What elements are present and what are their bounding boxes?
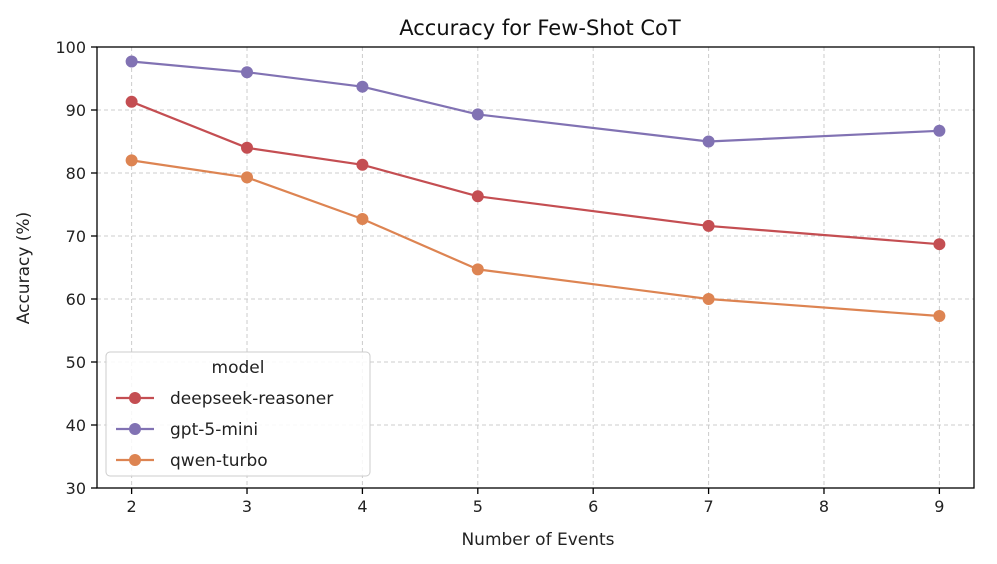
data-point [356,80,369,93]
legend-box [105,351,371,477]
legend-title: model [212,358,265,378]
x-tick-label: 7 [703,497,713,516]
legend-label: deepseek-reasoner [170,389,333,409]
series-line-gpt-5-mini [130,60,941,143]
legend-marker [129,392,141,404]
x-tick-label: 5 [473,497,483,516]
legend-entries: deepseek-reasoner gpt-5-mini qwen-turbo [116,389,333,471]
data-point [471,263,484,276]
legend-entry-gpt-5-mini: gpt-5-mini [116,420,258,440]
series-line-deepseek-reasoner [130,100,941,246]
y-tick-label: 100 [55,38,86,57]
data-point [125,95,138,108]
y-tick-label: 50 [66,353,86,372]
y-tick-label: 90 [66,101,86,120]
legend-entry-deepseek-reasoner: deepseek-reasoner [116,389,333,409]
x-tick-label: 3 [242,497,252,516]
data-point [933,310,946,323]
chart-title: Accuracy for Few-Shot CoT [399,16,681,40]
legend-marker [129,423,141,435]
series-qwen-turbo [125,154,946,323]
series-line-qwen-turbo [130,159,941,318]
data-point [471,108,484,121]
data-point [933,238,946,251]
plot-area-frame [96,46,975,489]
data-point [241,66,254,79]
legend-entry-qwen-turbo: qwen-turbo [116,451,268,471]
data-point [125,154,138,167]
x-tick-label: 4 [357,497,367,516]
x-tick-label: 6 [588,497,598,516]
data-point [241,171,254,184]
data-point [471,190,484,203]
x-tick-label: 9 [934,497,944,516]
axis-ticks: 2 3 4 5 6 7 8 9 30 40 50 60 70 80 90 100 [55,38,944,516]
series-gpt-5-mini [125,55,946,148]
y-axis-label: Accuracy (%) [14,212,34,324]
data-point [125,55,138,68]
y-tick-label: 80 [66,164,86,183]
x-axis-label: Number of Events [461,530,614,550]
y-tick-label: 30 [66,479,86,498]
data-point [356,158,369,171]
series-layer [125,55,946,323]
x-tick-label: 2 [127,497,137,516]
y-tick-label: 60 [66,290,86,309]
data-point [356,212,369,225]
data-point [241,141,254,154]
legend: model deepseek-reasoner gpt-5-mini qwen-tu… [105,351,371,477]
data-point [702,293,715,305]
data-point [702,219,715,232]
x-tick-label: 8 [819,497,829,516]
data-point [702,135,715,148]
legend-label: gpt-5-mini [170,420,258,440]
series-deepseek-reasoner [125,95,946,251]
legend-label: qwen-turbo [170,451,268,471]
y-tick-label: 40 [66,416,86,435]
legend-marker [129,454,141,466]
data-point [933,124,946,137]
y-tick-label: 70 [66,227,86,246]
